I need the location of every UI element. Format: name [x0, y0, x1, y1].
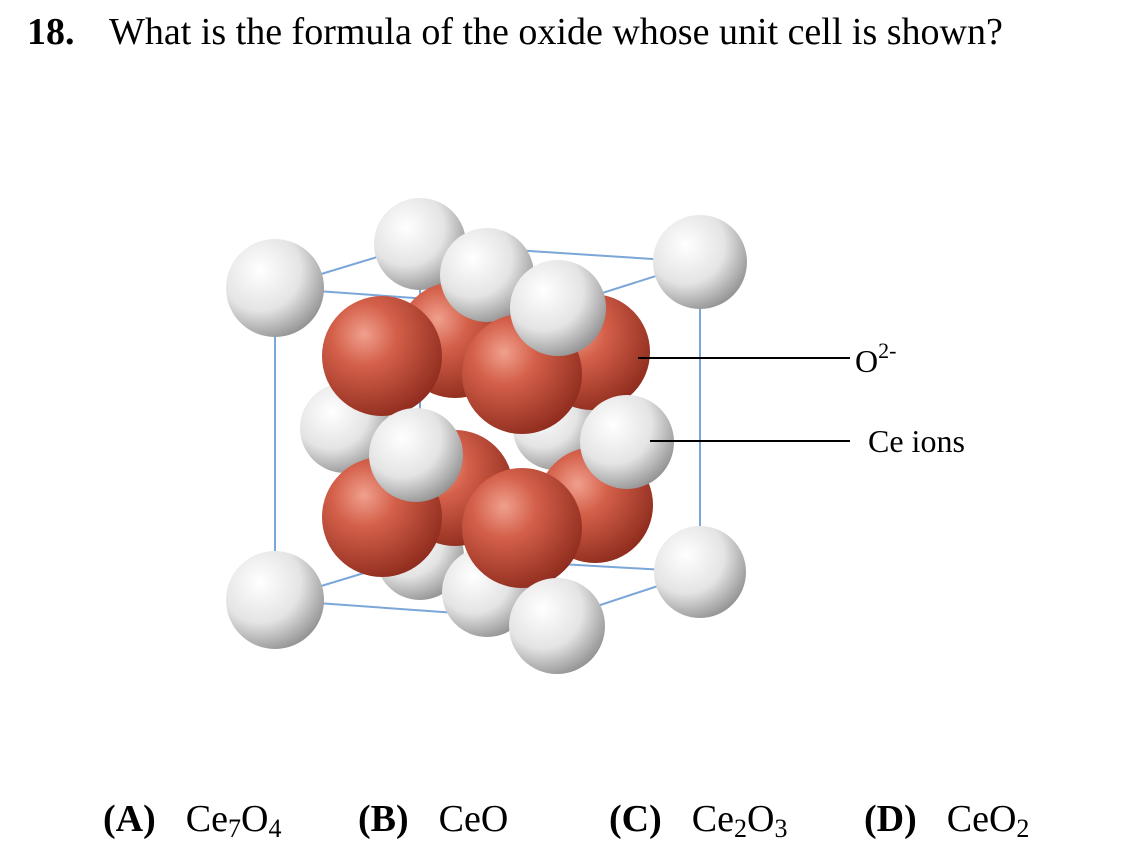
formula-text: Ce	[691, 798, 734, 840]
option-letter: (B)	[358, 798, 409, 840]
ce-ion-sphere	[226, 239, 324, 337]
ce-ion-sphere	[509, 578, 605, 674]
formula-subscript: 2	[1016, 814, 1030, 843]
ce-ion-sphere	[653, 215, 747, 309]
option-letter: (A)	[103, 798, 156, 840]
formula-subscript: 3	[774, 814, 788, 843]
oxide-label-charge: 2-	[878, 338, 896, 363]
option-d[interactable]: (D) CeO2	[864, 797, 1030, 843]
option-formula: Ce7O4	[185, 798, 282, 843]
formula-text: O	[240, 798, 269, 840]
ce-ion-sphere	[369, 408, 463, 502]
formula-text: CeO	[946, 798, 1017, 840]
option-formula: CeO	[439, 798, 509, 840]
question-number: 18.	[27, 11, 75, 53]
option-letter: (D)	[864, 798, 917, 840]
option-letter: (C)	[609, 798, 662, 840]
ce-ion-label: Ce ions	[868, 423, 965, 459]
ce-ion-sphere	[654, 526, 746, 618]
formula-subscript: 4	[268, 814, 282, 843]
oxide-label-base: O	[855, 343, 878, 379]
oxide-ion-sphere	[462, 468, 582, 588]
option-c[interactable]: (C) Ce2O3	[609, 797, 788, 843]
ce-ion-sphere	[580, 395, 674, 489]
ce-ion-sphere	[510, 260, 606, 356]
answer-options: (A) Ce7O4 (B) CeO (C) Ce2O3 (D) CeO2	[0, 797, 1142, 847]
formula-text: O	[746, 798, 775, 840]
oxide-ion-sphere	[322, 296, 442, 416]
option-formula: CeO2	[946, 798, 1030, 843]
formula-text: Ce	[185, 798, 228, 840]
ce-ion-sphere	[226, 551, 324, 649]
unit-cell-figure: O2- Ce ions	[226, 198, 965, 674]
formula-subscript: 2	[733, 814, 747, 843]
ce-ion-sphere	[440, 228, 534, 322]
option-a[interactable]: (A) Ce7O4	[103, 797, 282, 843]
question-text: What is the formula of the oxide whose u…	[109, 11, 1003, 53]
formula-subscript: 7	[227, 814, 241, 843]
option-b[interactable]: (B) CeO	[358, 797, 508, 841]
oxide-ion-label: O2-	[855, 338, 896, 379]
formula-text: CeO	[438, 798, 509, 840]
option-formula: Ce2O3	[691, 798, 788, 843]
